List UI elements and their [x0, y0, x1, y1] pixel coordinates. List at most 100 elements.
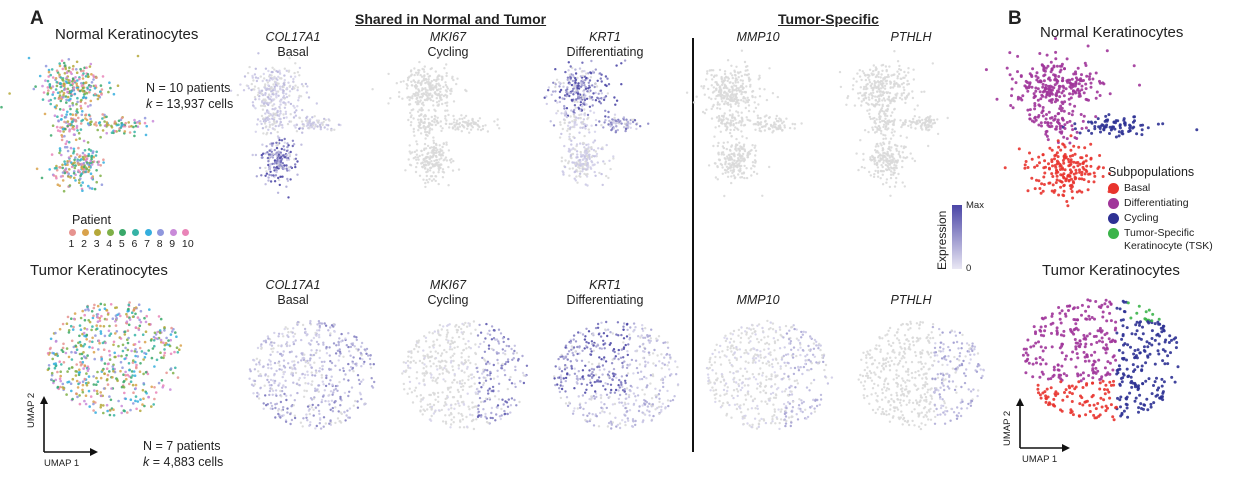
- umap-tumor-patients: [46, 301, 183, 417]
- legend-item-tsk: Tumor-Specific Keratinocyte (TSK): [1108, 227, 1238, 253]
- gene-type: Cycling: [427, 45, 469, 59]
- patient-label: 3: [93, 238, 100, 250]
- gene-type: Basal: [277, 45, 309, 59]
- gene-name: COL17A1: [265, 278, 321, 292]
- legend-label-2: Keratinocyte (TSK): [1124, 240, 1213, 252]
- differentiating-swatch: [1108, 198, 1119, 209]
- gene-type: Differentiating: [566, 293, 644, 307]
- legend-item-cycling: Cycling: [1108, 212, 1238, 225]
- legend-label: Differentiating: [1124, 197, 1189, 209]
- umap1-label-a: UMAP 1: [44, 458, 80, 469]
- umap-normal-col17a1: [229, 52, 342, 199]
- gene-name: PTHLH: [890, 293, 932, 307]
- patient-label: 8: [156, 238, 163, 250]
- umap2-label-a: UMAP 2: [26, 392, 37, 428]
- patient-swatch: [132, 229, 139, 236]
- umap1-label-b: UMAP 1: [1022, 454, 1058, 465]
- gene-name: KRT1: [589, 278, 621, 292]
- patient-label: 1: [68, 238, 75, 250]
- patient-label: 2: [81, 238, 88, 250]
- gene-name: MMP10: [736, 293, 780, 307]
- patient-label: 5: [118, 238, 125, 250]
- normal-n-patients: N = 10 patients: [146, 81, 231, 95]
- legend-label: Basal: [1124, 182, 1151, 194]
- legend-label: Cycling: [1124, 212, 1159, 224]
- umap-normal-pthlh: [838, 50, 949, 197]
- patient-label: 10: [181, 238, 194, 250]
- gene-name: MMP10: [736, 30, 780, 44]
- patient-swatch: [94, 229, 102, 236]
- tumor-n-patients: N = 7 patients: [143, 439, 221, 453]
- gene-col-5-top: PTHLH: [856, 30, 966, 45]
- normal-k-symbol: k: [146, 97, 153, 111]
- gene-type: Basal: [277, 293, 309, 307]
- gene-name: KRT1: [589, 30, 621, 44]
- gene-col-2-top: MKI67 Cycling: [393, 30, 503, 60]
- patient-swatch: [182, 229, 190, 236]
- tumor-k-value: = 4,883 cells: [149, 455, 224, 469]
- gene-col-1-bottom: COL17A1 Basal: [238, 278, 348, 308]
- umap-normal-krt1: [543, 59, 650, 187]
- patient-swatch: [81, 229, 89, 236]
- subpopulation-legend-title: Subpopulations: [1108, 165, 1195, 179]
- umap-axis-arrows-b: [1016, 398, 1070, 452]
- gene-col-5-bottom: PTHLH: [856, 293, 966, 308]
- umap-normal-patients: [0, 54, 155, 193]
- legend-label-tsk: Tumor-Specific Keratinocyte (TSK): [1124, 227, 1213, 253]
- umap-normal-mmp10: [685, 49, 803, 198]
- gene-col-4-top: MMP10: [703, 30, 813, 45]
- umap-tumor-krt1: [553, 320, 680, 430]
- shared-header: Shared in Normal and Tumor: [355, 11, 547, 27]
- patient-swatch: [144, 229, 152, 236]
- patient-label: 7: [144, 238, 151, 250]
- expression-colorbar: [952, 205, 962, 269]
- colorbar-title: Expression: [935, 210, 949, 270]
- patient-legend-title: Patient: [72, 213, 111, 227]
- umap-tumor-pthlh: [857, 320, 985, 431]
- normal-stats: N = 10 patients k = 13,937 cells: [146, 80, 233, 112]
- tumor-k-cells: k = 4,883 cells: [143, 454, 223, 470]
- patient-label: 9: [169, 238, 176, 250]
- patient-legend-labels: 1 2 3 4 5 6 7 8 9 10: [69, 238, 209, 252]
- gene-col-3-bottom: KRT1 Differentiating: [550, 278, 660, 308]
- umap-tumor-col17a1: [248, 319, 376, 430]
- tumor-k-symbol: k: [143, 455, 150, 469]
- tumor-stats: N = 7 patients k = 4,883 cells: [143, 438, 223, 470]
- colorbar-max-label: Max: [966, 200, 984, 211]
- subpopulation-legend: Subpopulations Basal Differentiating Cyc…: [1108, 165, 1238, 253]
- umap-axis-arrows-a: [40, 396, 98, 456]
- cycling-swatch: [1108, 213, 1119, 224]
- patient-swatch: [169, 229, 177, 236]
- umap-tumor-mmp10: [705, 319, 834, 431]
- legend-item-basal: Basal: [1108, 182, 1238, 195]
- patient-swatch: [69, 229, 76, 236]
- patient-swatch: [106, 229, 114, 236]
- group-divider: [692, 38, 694, 452]
- umap2-label-b: UMAP 2: [1002, 410, 1013, 446]
- panel-b-tumor-title: Tumor Keratinocytes: [1042, 262, 1180, 279]
- gene-name: MKI67: [429, 30, 467, 44]
- basal-swatch: [1108, 183, 1119, 194]
- patient-swatch: [119, 229, 127, 236]
- panel-b-letter: B: [1008, 8, 1022, 29]
- normal-k-cells: k = 13,937 cells: [146, 96, 233, 112]
- umap-normal-mki67: [371, 55, 501, 189]
- umap-tumor-subpopulations: [1021, 298, 1180, 422]
- colorbar-min-label: 0: [966, 263, 972, 274]
- umap-tumor-mki67: [401, 320, 529, 431]
- panel-a-letter: A: [30, 8, 44, 29]
- gene-col-3-top: KRT1 Differentiating: [550, 30, 660, 60]
- gene-col-4-bottom: MMP10: [703, 293, 813, 308]
- panel-b-normal-title: Normal Keratinocytes: [1040, 24, 1184, 41]
- normal-k-value: = 13,937 cells: [152, 97, 234, 111]
- gene-col-1-top: COL17A1 Basal: [238, 30, 348, 60]
- legend-label: Tumor-Specific: [1124, 227, 1195, 239]
- patient-label: 4: [106, 238, 113, 250]
- gene-name: MKI67: [429, 278, 467, 292]
- umap-normal-subpopulations: [984, 37, 1199, 208]
- legend-item-differentiating: Differentiating: [1108, 197, 1238, 210]
- tumor-specific-header: Tumor-Specific: [778, 11, 879, 27]
- gene-name: PTHLH: [890, 30, 932, 44]
- tumor-keratinocytes-title: Tumor Keratinocytes: [30, 262, 168, 279]
- gene-name: COL17A1: [265, 30, 321, 44]
